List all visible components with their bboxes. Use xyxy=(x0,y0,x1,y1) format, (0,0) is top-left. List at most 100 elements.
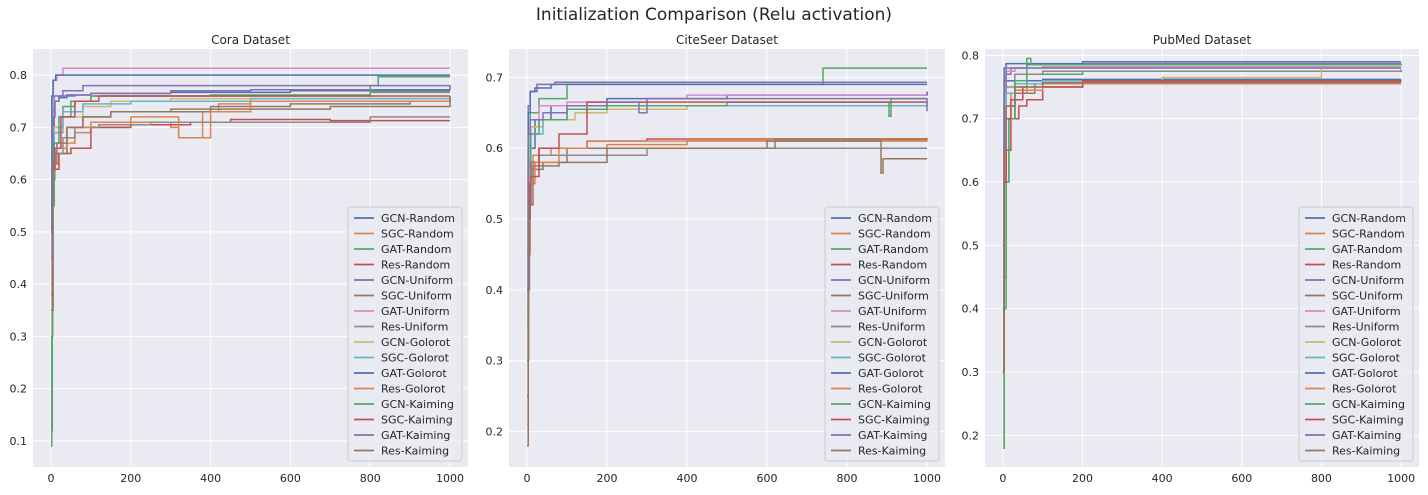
y-tick-label: 0.3 xyxy=(486,355,504,368)
x-tick-label: 800 xyxy=(1311,472,1332,485)
x-tick-label: 0 xyxy=(524,472,531,485)
x-tick-label: 600 xyxy=(1231,472,1252,485)
legend-box xyxy=(1298,206,1414,462)
legend-entry: Res-Random xyxy=(1332,259,1401,272)
legend-entry: Res-Uniform xyxy=(858,321,925,334)
legend-entry: GAT-Uniform xyxy=(381,305,450,318)
legend-entry: Res-Random xyxy=(858,259,927,272)
legend-entry: Res-Kaiming xyxy=(381,445,449,458)
legend-entry: SGC-Random xyxy=(858,228,931,241)
series-line-res-kaiming xyxy=(1002,81,1402,373)
x-tick-label: 1000 xyxy=(436,472,464,485)
x-tick-label: 0 xyxy=(47,472,54,485)
y-tick-label: 0.3 xyxy=(962,366,980,379)
x-tick-label: 0 xyxy=(999,472,1006,485)
legend-entry: GAT-Uniform xyxy=(1332,305,1401,318)
x-tick-label: 800 xyxy=(360,472,381,485)
legend-entry: SGC-Uniform xyxy=(858,290,929,303)
series-line-gat-kaiming xyxy=(51,84,451,259)
legend-entry: GCN-Golorot xyxy=(858,336,928,349)
legend-entry: GCN-Kaiming xyxy=(1332,398,1405,411)
legend-entry: GAT-Kaiming xyxy=(381,429,450,442)
legend-entry: GCN-Uniform xyxy=(858,274,930,287)
legend-entry: SGC-Golorot xyxy=(381,352,450,365)
y-tick-label: 0.2 xyxy=(962,429,980,442)
legend-entry: SGC-Uniform xyxy=(381,290,452,303)
y-tick-label: 0.4 xyxy=(486,284,504,297)
x-tick-label: 400 xyxy=(200,472,221,485)
legend-entry: GAT-Golorot xyxy=(858,367,924,380)
legend: GCN-Random SGC-Random GAT-Random Res-Random… xyxy=(347,206,463,462)
legend-entry: SGC-Kaiming xyxy=(858,414,930,427)
x-tick-label: 600 xyxy=(757,472,778,485)
x-tick-label: 800 xyxy=(837,472,858,485)
legend-entry: GCN-Random xyxy=(858,212,932,225)
series-line-res-kaiming xyxy=(527,138,927,447)
chart-panel-1: 0 200 400 600 800 1000 0.1 0.2 0.3 0.4 0.5 0.6 0.7 0.… xyxy=(10,33,468,485)
x-tick-label: 200 xyxy=(597,472,618,485)
y-tick-label: 0.7 xyxy=(486,71,504,84)
series-line-res-random xyxy=(51,118,450,312)
y-tick-label: 0.8 xyxy=(10,69,28,82)
legend: GCN-Random SGC-Random GAT-Random Res-Random… xyxy=(1298,206,1414,462)
legend-entry: Res-Kaiming xyxy=(858,445,926,458)
panel-title: CiteSeer Dataset xyxy=(676,33,778,47)
y-tick-label: 0.1 xyxy=(10,435,28,448)
legend-entry: SGC-Golorot xyxy=(1332,352,1401,365)
y-tick-label: 0.3 xyxy=(10,330,28,343)
y-tick-label: 0.5 xyxy=(962,239,980,252)
series-line-gat-kaiming xyxy=(527,97,928,291)
x-tick-label: 400 xyxy=(1152,472,1173,485)
legend-entry: SGC-Uniform xyxy=(1332,290,1403,303)
x-tick-label: 200 xyxy=(1072,472,1093,485)
legend-entry: GAT-Random xyxy=(1332,243,1402,256)
x-tick-label: 200 xyxy=(120,472,141,485)
legend-entry: GAT-Random xyxy=(858,243,928,256)
legend-entry: Res-Golorot xyxy=(1332,383,1397,396)
legend-entry: Res-Golorot xyxy=(858,383,923,396)
legend-entry: Res-Kaiming xyxy=(1332,445,1400,458)
legend-entry: GCN-Kaiming xyxy=(381,398,454,411)
legend-entry: GAT-Random xyxy=(381,243,451,256)
legend-entry: GAT-Kaiming xyxy=(858,429,927,442)
legend-entry: Res-Uniform xyxy=(381,321,448,334)
legend-entry: Res-Golorot xyxy=(381,383,446,396)
legend-entry: GCN-Kaiming xyxy=(858,398,931,411)
y-tick-label: 0.6 xyxy=(486,142,504,155)
legend-entry: GAT-Golorot xyxy=(381,367,447,380)
legend-entry: GAT-Kaiming xyxy=(1332,429,1401,442)
legend-entry: SGC-Kaiming xyxy=(1332,414,1404,427)
y-tick-label: 0.7 xyxy=(10,121,28,134)
legend-entry: GCN-Random xyxy=(381,212,455,225)
panel-title: Cora Dataset xyxy=(211,33,290,47)
y-tick-label: 0.7 xyxy=(962,113,980,126)
legend-entry: SGC-Kaiming xyxy=(381,414,453,427)
y-tick-label: 0.8 xyxy=(962,49,980,62)
legend-entry: SGC-Golorot xyxy=(858,352,927,365)
series-line-gcn-kaiming xyxy=(527,97,927,362)
legend-entry: GCN-Golorot xyxy=(381,336,451,349)
suptitle: Initialization Comparison (Relu activati… xyxy=(536,5,892,25)
legend-box xyxy=(824,206,940,462)
legend-entry: GCN-Golorot xyxy=(1332,336,1402,349)
legend-entry: GCN-Uniform xyxy=(381,274,453,287)
panel-title: PubMed Dataset xyxy=(1153,33,1252,47)
y-tick-label: 0.5 xyxy=(486,213,504,226)
y-tick-label: 0.4 xyxy=(962,303,980,316)
legend-entry: Res-Uniform xyxy=(1332,321,1399,334)
y-tick-label: 0.4 xyxy=(10,278,28,291)
legend-entry: GAT-Uniform xyxy=(858,305,927,318)
chart-panel-2: 0 200 400 600 800 1000 0.2 0.3 0.4 0.5 0.6 0.7 CiteS… xyxy=(486,33,945,485)
x-tick-label: 1000 xyxy=(1387,472,1415,485)
legend-entry: Res-Random xyxy=(381,259,450,272)
y-tick-label: 0.6 xyxy=(10,174,28,187)
x-tick-label: 1000 xyxy=(913,472,941,485)
legend-box xyxy=(347,206,463,462)
legend-entry: GCN-Random xyxy=(1332,212,1406,225)
legend-entry: SGC-Random xyxy=(381,228,454,241)
legend-entry: SGC-Random xyxy=(1332,228,1405,241)
y-tick-label: 0.6 xyxy=(962,176,980,189)
legend-entry: GAT-Golorot xyxy=(1332,367,1398,380)
